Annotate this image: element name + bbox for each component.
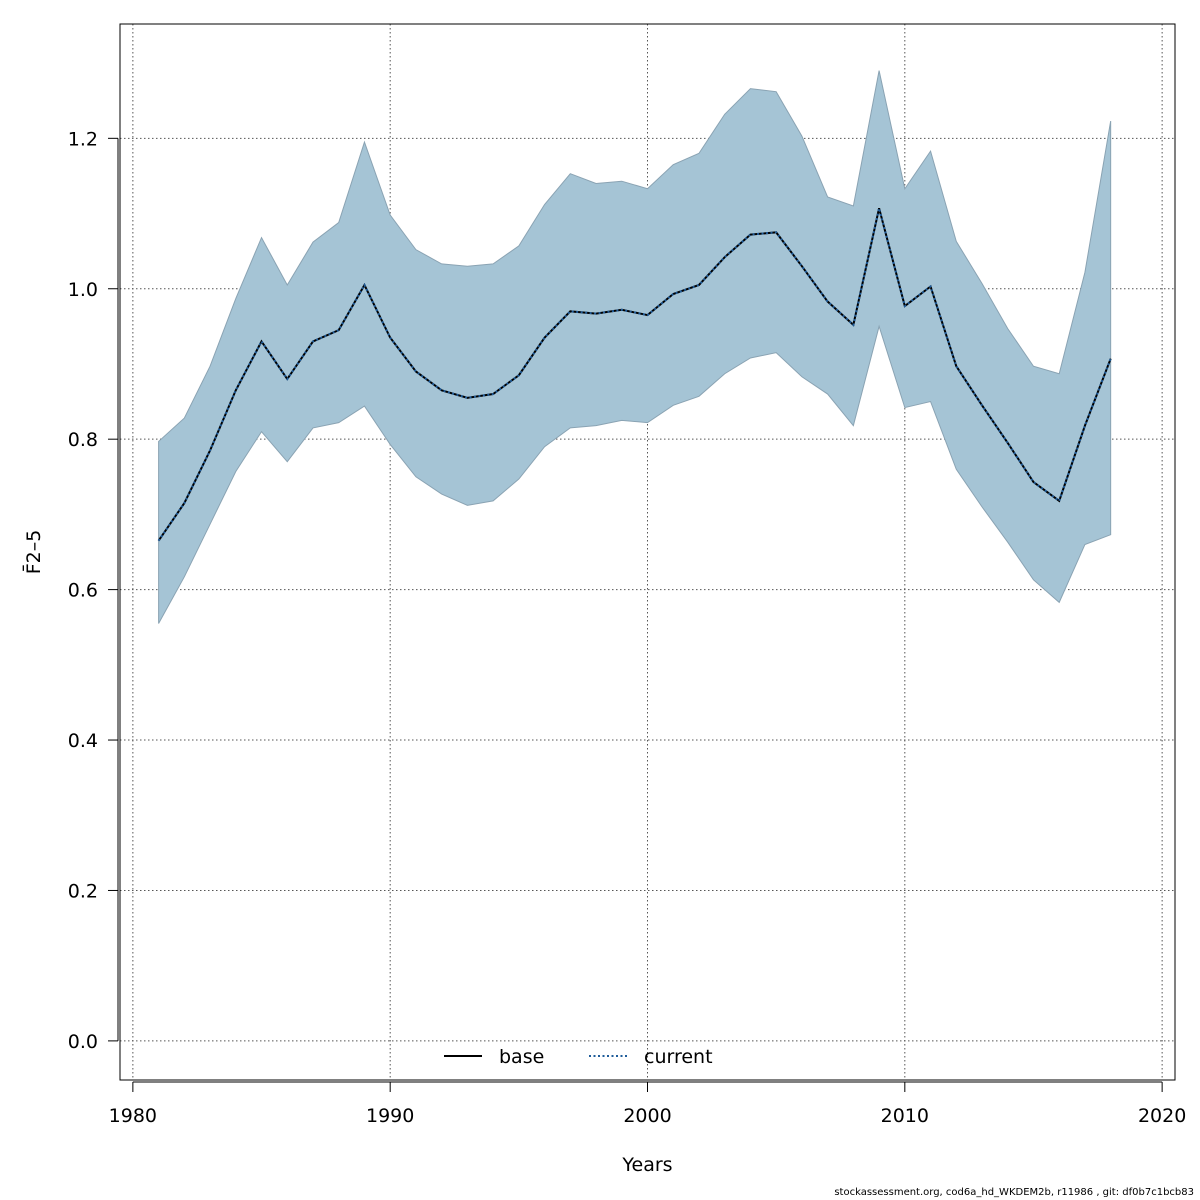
confidence-band xyxy=(158,70,1112,624)
footer-credit: stockassessment.org, cod6a_hd_WKDEM2b, r… xyxy=(834,1187,1194,1198)
x-tick-label: 2000 xyxy=(623,1105,671,1127)
y-tick-label: 1.2 xyxy=(68,128,98,150)
confidence-band-area xyxy=(158,70,1112,624)
legend: base current xyxy=(444,1046,713,1068)
x-axis-title: Years xyxy=(621,1154,672,1176)
y-tick-label: 0.0 xyxy=(68,1031,98,1053)
legend-label-base: base xyxy=(499,1046,544,1068)
series-lines xyxy=(157,208,1112,542)
y-axis: 0.0 0.2 0.4 0.6 0.8 1.0 1.2 xyxy=(68,128,119,1053)
x-tick-label: 2020 xyxy=(1138,1105,1186,1127)
x-tick-label: 1980 xyxy=(109,1105,157,1127)
y-tick-label: 0.4 xyxy=(68,730,98,752)
y-tick-label: 0.2 xyxy=(68,880,98,902)
y-tick-label: 0.6 xyxy=(68,580,98,602)
x-axis: 1980 1990 2000 2010 2020 xyxy=(109,1081,1186,1127)
y-axis-title: F̄2–5 xyxy=(21,530,45,575)
series-line-current xyxy=(157,208,1112,542)
legend-label-current: current xyxy=(644,1046,713,1068)
y-tick-label: 0.8 xyxy=(68,429,98,451)
y-tick-label: 1.0 xyxy=(68,279,98,301)
x-tick-label: 1990 xyxy=(366,1105,414,1127)
plot-frame xyxy=(119,23,1176,1081)
x-tick-label: 2010 xyxy=(881,1105,929,1127)
